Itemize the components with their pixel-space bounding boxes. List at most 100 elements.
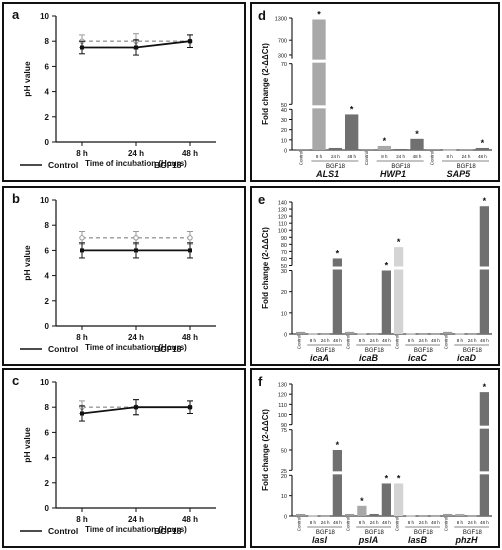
sig-star-e: * (385, 261, 389, 271)
bar-label-e: 48 h (333, 338, 342, 343)
bar-d-ALS1-3 (345, 114, 359, 150)
y-tick-label-c: 6 (45, 428, 50, 437)
bar-f-pslA-0 (345, 513, 355, 516)
gene-label-d: ALS1 (315, 169, 339, 179)
y-tick-label-d: 700 (278, 39, 287, 45)
y-tick-label-f: 120 (278, 393, 287, 399)
legend-label-bgf18-b: BGF18 (154, 344, 182, 354)
bar-label-f: 24 h (370, 520, 379, 525)
x-tick-label-b: 48 h (182, 333, 198, 342)
sig-star-f: * (385, 473, 389, 483)
y-tick-label-e: 110 (278, 222, 287, 228)
bar-label-e: 48 h (431, 338, 440, 343)
bar-label-f: Control (395, 517, 400, 532)
bar-e-icaD-1 (455, 333, 465, 335)
bar-e-icaC-2 (418, 333, 428, 335)
group-sublabel-d: BGF18 (457, 164, 477, 170)
panel-c: c 0 2 4 6 8 10 pH value 8 h 24 h 48 h Time of incub… (2, 368, 246, 548)
legend-label-control-a: Control (48, 160, 78, 170)
bar-d-SAP5-0 (426, 148, 440, 150)
y-tick-label-d: 1300 (275, 17, 287, 23)
y-tick-label-c: 2 (45, 479, 50, 488)
sig-star-d: * (350, 104, 354, 114)
bar-f-lasB-3 (430, 515, 440, 517)
bar-label-f: 48 h (382, 520, 391, 525)
bar-label-d: 24 h (331, 154, 340, 159)
bar-label-f: 48 h (333, 520, 342, 525)
y-tick-label-f: 0 (284, 515, 287, 521)
gene-label-f: lasB (408, 535, 428, 545)
gene-label-e: icaA (310, 353, 329, 363)
y-tick-label-f: 75 (281, 428, 287, 434)
y-tick-label-e: 0 (284, 333, 287, 339)
bar-f-lasI-2 (320, 515, 330, 517)
panel-label-a: a (12, 7, 20, 22)
bar-label-f: 8 h (359, 520, 366, 525)
bar-f-lasB-2 (418, 515, 428, 517)
y-tick-label-e: 70 (281, 250, 287, 256)
x-tick-label-c: 24 h (128, 515, 144, 524)
y-tick-label-e: 120 (278, 215, 287, 221)
sig-star-e: * (336, 248, 340, 258)
y-tick-label-d: 20 (281, 128, 287, 134)
y-tick-label-d: 50 (281, 103, 287, 109)
bar-e-icaB-2 (369, 333, 379, 335)
legend-label-control-c: Control (48, 526, 78, 536)
group-sublabel-e: BGF18 (414, 348, 434, 354)
bar-e-icaC-3 (430, 333, 440, 335)
bar-label-e: 48 h (480, 338, 489, 343)
bar-label-f: 48 h (480, 520, 489, 525)
y-tick-label-e: 10 (281, 311, 287, 317)
bar-label-e: Control (346, 335, 351, 350)
bar-e-icaB-0 (345, 331, 355, 334)
y-tick-label-e: 140 (278, 201, 287, 207)
bar-e-icaA-2 (320, 333, 330, 335)
gene-label-d: HWP1 (380, 169, 406, 179)
data-point-b-control (134, 248, 138, 253)
x-tick-label-a: 24 h (128, 149, 144, 158)
sig-star-f: * (483, 382, 487, 392)
y-tick-label-f: 50 (281, 449, 287, 455)
bar-label-e: Control (297, 335, 302, 350)
bar-label-e: Control (444, 335, 449, 350)
gene-label-f: phzH (455, 535, 478, 545)
bar-d-HWP1-1 (377, 145, 391, 150)
bar-break-d (311, 59, 327, 63)
group-sublabel-f: BGF18 (316, 530, 336, 536)
bar-f-pslA-1 (357, 505, 367, 516)
legend-label-bgf18-c: BGF18 (154, 526, 182, 536)
bar-label-e: 8 h (359, 338, 366, 343)
y-axis-label-b: pH value (22, 245, 32, 281)
y-tick-label-d: 30 (281, 118, 287, 124)
bar-label-f: 24 h (419, 520, 428, 525)
y-tick-label-f: 10 (281, 494, 287, 500)
y-tick-label-f: 100 (278, 413, 287, 419)
bar-d-ALS1-1 (312, 19, 326, 150)
bar-label-d: 24 h (396, 154, 405, 159)
bar-f-phzH-2 (467, 515, 477, 517)
bar-d-HWP1-2 (394, 148, 408, 150)
panel-f: f 0 10 20 25 50 75 90 100 110 120 130 Fold change (2… (250, 368, 500, 548)
x-tick-label-b: 8 h (76, 333, 88, 342)
bar-label-f: Control (346, 517, 351, 532)
y-tick-label-a: 4 (45, 88, 50, 97)
bar-f-lasB-0 (394, 483, 404, 516)
y-tick-label-f: 90 (281, 423, 287, 429)
bar-label-d: 48 h (347, 154, 356, 159)
bar-f-lasI-3 (332, 450, 342, 516)
y-tick-label-e: 50 (281, 264, 287, 270)
panel-label-e: e (258, 192, 265, 207)
gene-label-f: pslA (358, 535, 379, 545)
y-tick-label-a: 8 (45, 37, 50, 46)
y-axis-label-d: Fold change (2-ΔΔCt) (261, 43, 270, 125)
bar-break-f (479, 425, 490, 429)
panel-d: d 0 10 20 30 40 50 70 300 700 1300 Fold change (2-Δ… (250, 2, 500, 182)
data-point-a-control (188, 39, 192, 44)
y-tick-label-e: 90 (281, 236, 287, 242)
y-tick-label-e: 80 (281, 243, 287, 249)
y-axis-label-a: pH value (22, 61, 32, 97)
